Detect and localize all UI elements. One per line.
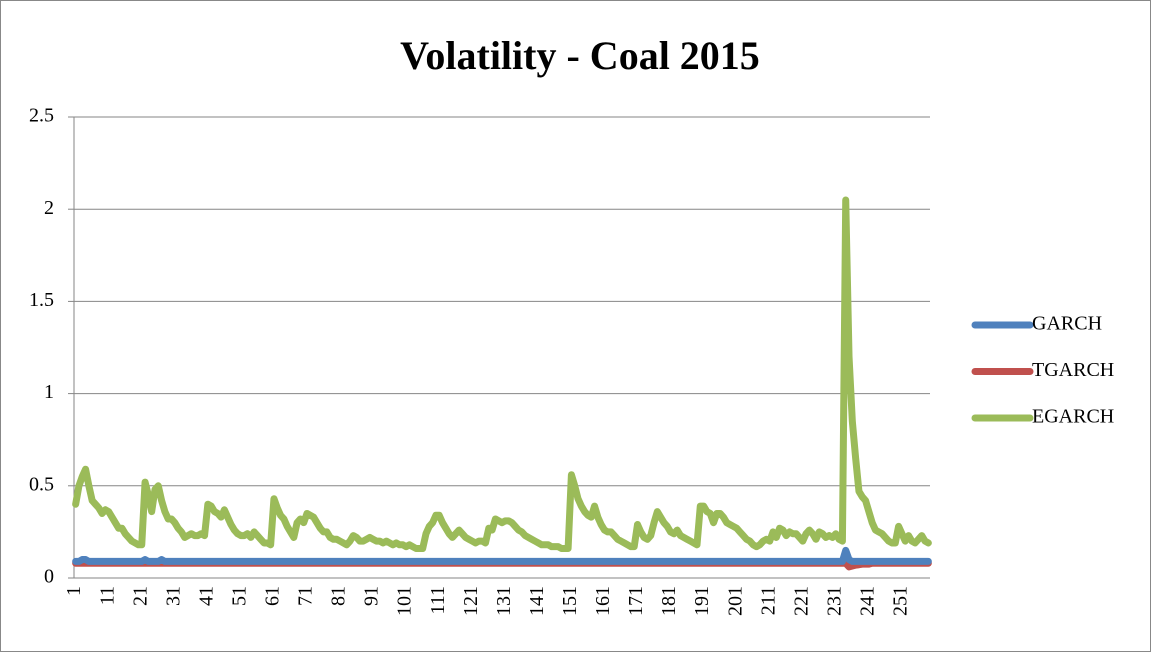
- x-tick-label: 51: [228, 586, 250, 606]
- x-tick-label: 71: [295, 586, 317, 606]
- x-tick-label: 101: [394, 586, 416, 616]
- x-tick-label: 11: [96, 586, 118, 605]
- x-tick-label: 61: [262, 586, 284, 606]
- series-line: [72, 196, 932, 552]
- x-tick-label: 251: [890, 586, 912, 616]
- x-tick-label: 191: [691, 586, 713, 616]
- x-tick-label: 181: [658, 586, 680, 616]
- y-tick-label: 0.5: [29, 473, 54, 495]
- x-tick-label: 231: [823, 586, 845, 616]
- y-tick-label: 2: [44, 197, 54, 219]
- x-tick-label: 111: [427, 586, 449, 615]
- chart-title: Volatility - Coal 2015: [400, 33, 760, 78]
- x-tick-label: 91: [361, 586, 383, 606]
- legend-label: GARCH: [1032, 313, 1102, 335]
- x-tick-label: 241: [856, 586, 878, 616]
- x-tick-label: 21: [129, 586, 151, 606]
- x-tick-label: 121: [460, 586, 482, 616]
- x-tick-label: 1: [63, 586, 85, 596]
- series-line: [72, 546, 932, 565]
- x-tick-label: 41: [195, 586, 217, 606]
- y-tick-label: 0: [44, 566, 54, 588]
- x-tick-label: 31: [162, 586, 184, 606]
- x-tick-label: 211: [757, 586, 779, 615]
- legend-label: EGARCH: [1032, 406, 1114, 428]
- x-tick-label: 81: [328, 586, 350, 606]
- y-tick-label: 1.5: [29, 289, 54, 311]
- x-tick-label: 221: [790, 586, 812, 616]
- x-tick-label: 131: [493, 586, 515, 616]
- x-tick-label: 161: [592, 586, 614, 616]
- legend-label: TGARCH: [1032, 359, 1114, 381]
- y-tick-label: 1: [44, 381, 54, 403]
- y-tick-label: 2.5: [29, 105, 54, 127]
- x-tick-label: 171: [625, 586, 647, 616]
- x-tick-label: 141: [526, 586, 548, 616]
- x-tick-label: 201: [724, 586, 746, 616]
- x-tick-label: 151: [559, 586, 581, 616]
